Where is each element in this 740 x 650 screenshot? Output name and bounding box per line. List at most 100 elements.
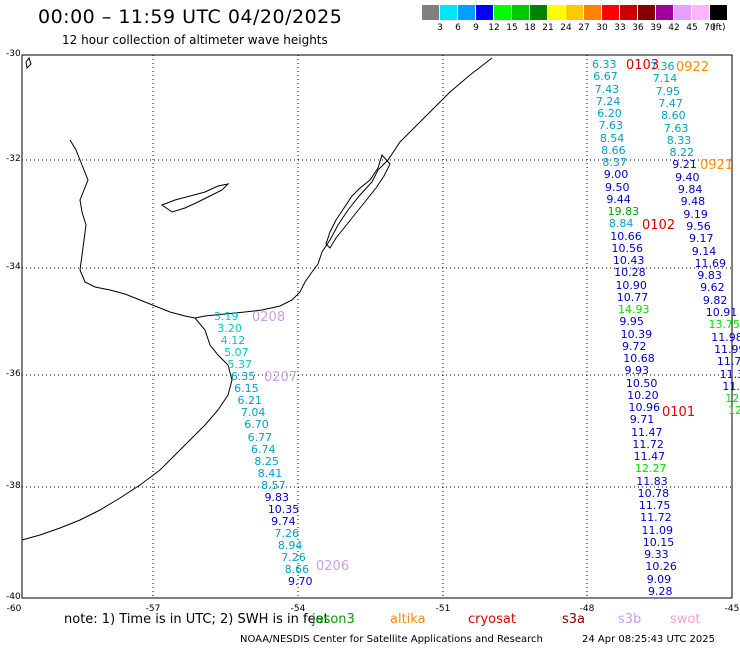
- lon-tick-label: -54: [290, 604, 306, 614]
- scale-label: 30: [596, 23, 608, 33]
- color-swatch: [692, 5, 709, 20]
- wave-height-value: 6.70: [244, 418, 269, 432]
- color-swatch: [548, 5, 565, 20]
- wave-height-value: 19.83: [607, 205, 640, 218]
- footer-note: note: 1) Time is in UTC; 2) SWH is in fe…: [64, 612, 329, 627]
- scale-label: 70: [704, 23, 716, 33]
- wave-height-value: 7.47: [658, 96, 683, 110]
- color-swatch: [656, 5, 673, 20]
- wave-height-value: 11.3: [719, 367, 740, 381]
- wave-height-value: 9.82: [702, 293, 728, 307]
- wave-height-value: 9.95: [619, 315, 644, 329]
- footer-date: 24 Apr 08:25:43 UTC 2025: [582, 634, 715, 645]
- wave-height-value: 9.14: [691, 244, 717, 258]
- wave-height-value: 8.66: [601, 143, 626, 157]
- wave-height-value: 10.28: [614, 266, 646, 280]
- color-swatch: [440, 5, 457, 20]
- footer-credit: NOAA/NESDIS Center for Satellite Applica…: [240, 634, 543, 645]
- legend-s3a: s3a: [562, 612, 586, 627]
- wave-height-value: 9.72: [621, 339, 647, 353]
- wave-height-value: 7.43: [594, 82, 620, 96]
- lat-tick-label: -38: [6, 481, 21, 491]
- scale-label: 45: [686, 23, 698, 33]
- wave-height-value: 11.72: [632, 437, 664, 451]
- wave-height-value: 6.77: [247, 430, 273, 444]
- wave-height-value: 7.26: [274, 526, 300, 540]
- wave-height-value: 9.56: [686, 219, 711, 233]
- wave-height-value: 6.20: [597, 107, 622, 120]
- color-swatch: [674, 5, 691, 20]
- wave-height-value: 11.83: [636, 474, 668, 488]
- wave-height-value: 9.00: [603, 168, 629, 182]
- wave-height-value: 7.63: [663, 121, 689, 135]
- lon-tick-label: -45: [724, 604, 740, 614]
- wave-height-value: 9.83: [264, 490, 289, 504]
- wave-height-value: 6.74: [251, 442, 276, 456]
- wave-height-value: 10.43: [612, 254, 645, 267]
- color-swatch: [710, 5, 727, 20]
- wave-height-value: 9.93: [624, 364, 650, 378]
- wave-height-value: 8.33: [666, 133, 692, 147]
- wave-height-value: 7.63: [598, 119, 624, 133]
- wave-height-value: 6.35: [230, 370, 256, 384]
- island: [25, 56, 32, 70]
- lake: [160, 183, 230, 213]
- wave-height-value: 12: [728, 404, 740, 418]
- wave-height-value: 9.62: [700, 281, 725, 295]
- wave-height-value: 9.19: [683, 207, 708, 221]
- scale-label: 39: [650, 23, 662, 33]
- wave-height-value: 14.93: [618, 303, 650, 316]
- wave-height-value: 9.71: [629, 413, 655, 427]
- color-swatch: [476, 5, 493, 20]
- color-swatch: [602, 5, 619, 20]
- lon-tick-label: -60: [6, 604, 22, 614]
- pass-time-label: 0103: [626, 58, 660, 73]
- wave-height-value: 9.74: [271, 514, 296, 528]
- wave-height-value: 11.75: [638, 499, 671, 512]
- legend-swot: swot: [670, 612, 701, 627]
- color-scale: 3 6 9 12 15 18 21 24 27 30 33 36 39 42 45 70 (ft): [422, 5, 728, 35]
- wave-height-value: 5.07: [224, 346, 249, 360]
- pass-time-label: 0101: [662, 405, 696, 420]
- wave-height-value: 9.09: [646, 572, 672, 586]
- wave-height-value: 10.90: [615, 278, 647, 292]
- scale-label: 42: [668, 23, 680, 33]
- wave-height-value: 11.: [722, 379, 740, 393]
- wave-height-value: 9.83: [697, 269, 722, 283]
- wave-height-value: 7.95: [655, 84, 681, 98]
- wave-height-value: 13.75: [708, 318, 740, 332]
- wave-height-value: 9.17: [689, 232, 714, 246]
- scale-unit: (ft): [712, 23, 726, 33]
- wave-height-value: 7.04: [240, 406, 266, 420]
- wave-height-value: 10.68: [623, 352, 655, 365]
- map-title: 00:00 – 11:59 UTC 04/20/2025: [38, 6, 343, 28]
- coastline: [21, 57, 493, 541]
- wave-height-value: 7.14: [652, 72, 678, 86]
- wave-height-value: 9.84: [677, 183, 703, 196]
- wave-height-value: 6.33: [592, 58, 617, 71]
- wave-height-value: 8.57: [261, 478, 286, 492]
- pass-time-label: 0921: [700, 158, 734, 173]
- wave-height-value: 9.70: [288, 575, 313, 589]
- color-swatch: [584, 5, 601, 20]
- lagoon: [325, 154, 391, 249]
- scale-label: 33: [614, 23, 626, 33]
- wave-height-value: 3.20: [217, 322, 242, 336]
- color-swatch: [458, 5, 475, 20]
- wave-height-value: 10.77: [616, 290, 649, 304]
- wave-height-value: 9.44: [606, 192, 631, 206]
- wave-height-value: 8.54: [599, 131, 625, 145]
- wave-height-value: 7.36: [650, 60, 675, 73]
- lat-tick-label: -36: [6, 369, 21, 379]
- lat-tick-label: -30: [6, 49, 21, 59]
- legend-jason3: jason3: [312, 612, 355, 627]
- wave-height-value: 11.69: [694, 256, 727, 270]
- scale-label: 18: [524, 23, 536, 33]
- wave-height-value: 10.96: [628, 401, 660, 414]
- graticule: [22, 55, 732, 598]
- lat-tick-label: -34: [6, 262, 21, 272]
- wave-height-value: 8.41: [257, 466, 283, 480]
- wave-height-value: 9.28: [648, 584, 673, 598]
- wave-height-value: 10.26: [645, 560, 677, 574]
